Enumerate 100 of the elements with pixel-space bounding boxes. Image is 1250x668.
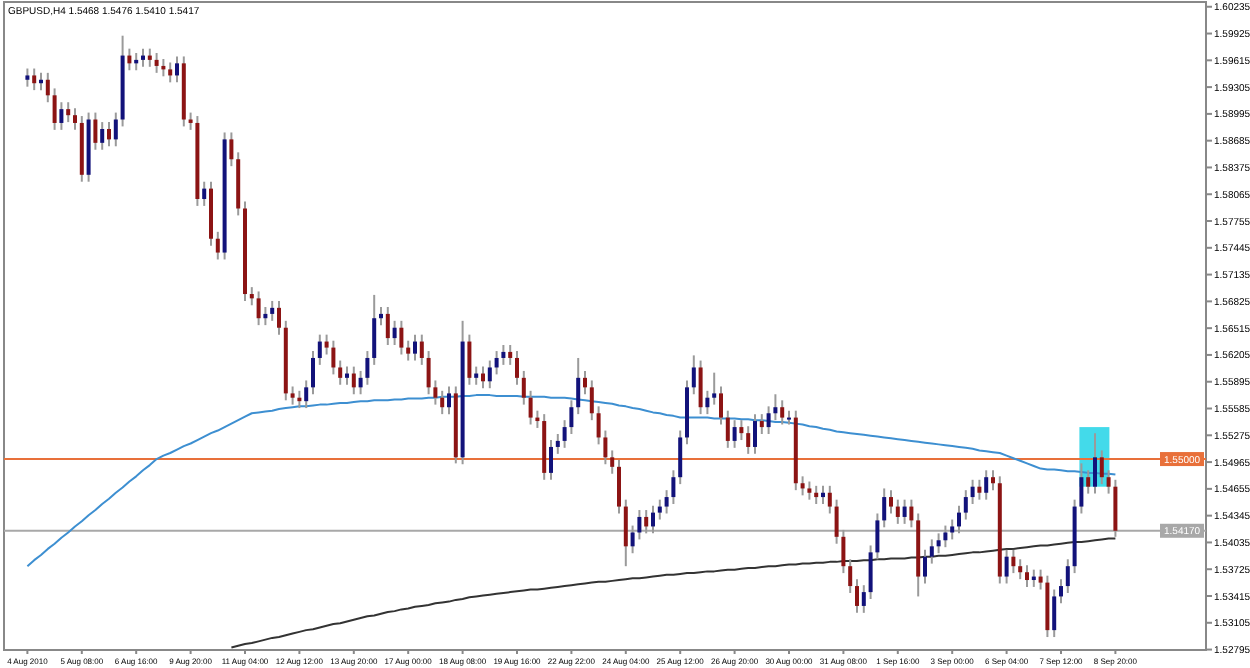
candlestick: [1093, 432, 1097, 495]
candlestick: [345, 365, 349, 386]
candlestick: [263, 305, 268, 327]
candlestick: [882, 487, 887, 529]
candlestick: [827, 484, 832, 515]
candlestick: [107, 121, 111, 148]
candlestick: [59, 101, 64, 131]
candlestick: [576, 356, 581, 416]
candlestick: [821, 484, 825, 505]
candlestick: [1065, 558, 1070, 594]
candlestick: [712, 371, 717, 406]
candlestick: [753, 413, 757, 455]
candlestick: [909, 498, 914, 529]
candlestick: [317, 333, 322, 366]
candlestick: [814, 484, 819, 505]
candlestick: [657, 498, 662, 521]
candlestick: [256, 290, 261, 327]
candlestick: [861, 584, 866, 614]
candlestick: [644, 509, 649, 535]
candlestick: [970, 478, 975, 505]
candlestick: [671, 469, 676, 505]
candlestick: [372, 293, 377, 366]
candlestick: [1059, 578, 1063, 605]
candlestick: [1004, 548, 1009, 585]
candlestick: [338, 359, 343, 386]
candlestick: [963, 489, 968, 521]
candlestick: [113, 111, 118, 148]
candlestick: [1113, 478, 1118, 538]
candlestick: [399, 319, 404, 356]
candlestick: [447, 385, 451, 416]
candlestick: [494, 350, 499, 376]
candlestick: [215, 230, 220, 261]
candlestick: [25, 67, 30, 88]
candlestick: [202, 180, 207, 207]
candlestick: [651, 504, 655, 535]
candlestick: [229, 131, 234, 168]
candlestick: [508, 344, 513, 366]
candlestick: [623, 498, 628, 568]
candlestick: [141, 47, 145, 68]
candlestick: [1011, 548, 1016, 575]
candlestick: [855, 578, 859, 614]
candlestick: [1086, 469, 1091, 495]
candlestick: [929, 538, 934, 565]
candlestick: [419, 333, 424, 366]
candlestick: [290, 385, 295, 406]
candlestick: [800, 475, 805, 497]
candlestick: [521, 369, 526, 406]
candlestick: [719, 385, 723, 426]
candlestick: [73, 107, 77, 131]
candlestick: [304, 379, 309, 410]
candlestick: [351, 365, 356, 396]
line-series: [230, 537, 1117, 649]
candlestick: [902, 498, 907, 525]
candlestick: [848, 558, 853, 594]
candlestick: [365, 350, 370, 386]
candlestick: [528, 389, 533, 426]
candlestick: [725, 409, 730, 449]
candlestick: [277, 299, 281, 336]
candlestick: [311, 350, 315, 396]
candlestick: [440, 389, 445, 416]
candlestick: [589, 379, 594, 422]
candlestick: [950, 518, 955, 541]
candlestick: [678, 429, 683, 486]
candlestick: [984, 469, 989, 501]
candlestick: [1099, 449, 1104, 486]
candlestick: [691, 354, 696, 396]
candlestick: [45, 71, 50, 104]
candlestick: [175, 55, 179, 84]
candlestick: [406, 339, 411, 362]
candlestick: [501, 344, 506, 366]
candlestick: [331, 339, 336, 376]
candlestick: [487, 359, 492, 390]
candlestick: [127, 47, 132, 72]
candlestick: [385, 305, 390, 347]
candlestick: [610, 449, 615, 475]
candlestick: [807, 480, 812, 501]
candlestick: [515, 350, 519, 386]
candlestick: [147, 47, 152, 68]
candlestick: [746, 425, 751, 455]
candlestick: [936, 532, 941, 555]
candlestick: [467, 333, 472, 386]
candlestick: [698, 359, 703, 416]
candlestick: [1052, 588, 1057, 639]
candlestick: [705, 389, 710, 416]
candlestick: [555, 433, 560, 455]
candlestick: [895, 498, 900, 525]
candlestick: [168, 61, 173, 84]
candlestick: [943, 524, 948, 549]
candlestick: [474, 365, 479, 386]
candlestick: [957, 504, 961, 535]
candlestick: [923, 548, 927, 585]
candlestick: [1018, 558, 1023, 581]
candlestick: [52, 87, 57, 131]
candlestick: [889, 489, 893, 515]
candlestick: [1025, 564, 1029, 588]
candlestick: [991, 469, 995, 492]
candlestick: [392, 319, 397, 347]
candlestick: [780, 399, 785, 426]
candlestick: [413, 333, 417, 362]
candlestick: [154, 51, 159, 74]
